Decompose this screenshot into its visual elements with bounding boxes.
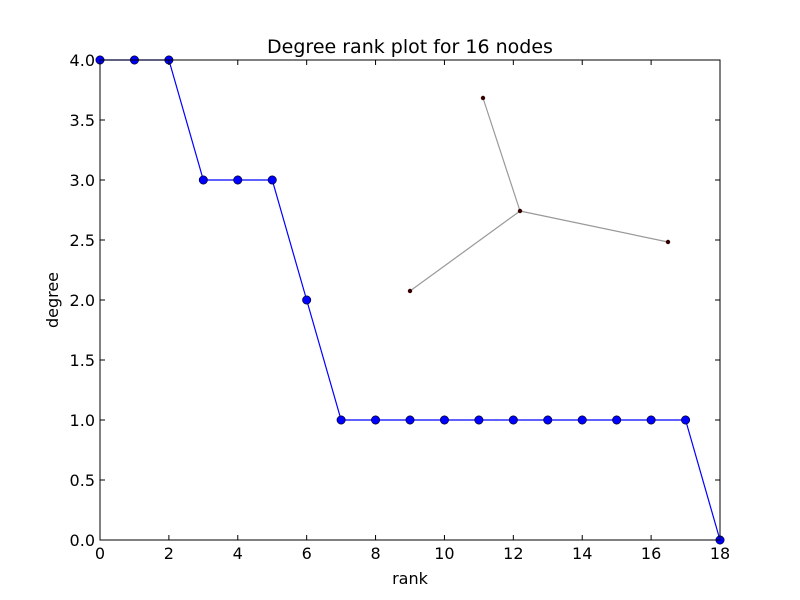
data-point <box>302 295 312 305</box>
data-point <box>198 175 208 185</box>
chart-title: Degree rank plot for 16 nodes <box>267 36 553 58</box>
inset-node <box>480 95 486 101</box>
y-tick-label: 4.0 <box>70 51 95 70</box>
x-tick-label: 18 <box>710 544 730 563</box>
x-tick-label: 10 <box>434 544 454 563</box>
x-tick-label: 8 <box>370 544 380 563</box>
y-tick-label: 1.5 <box>70 351 95 370</box>
data-point <box>577 415 587 425</box>
data-point <box>233 175 243 185</box>
inset-network-graph <box>407 95 671 294</box>
data-point <box>612 415 622 425</box>
x-tick-label: 0 <box>95 544 105 563</box>
x-tick-label: 14 <box>572 544 592 563</box>
data-point <box>405 415 415 425</box>
y-axis-label: degree <box>43 272 62 328</box>
x-axis-label: rank <box>392 569 429 588</box>
y-tick-label: 3.5 <box>70 111 95 130</box>
x-tick-label: 4 <box>233 544 243 563</box>
y-tick-label: 0.5 <box>70 471 95 490</box>
x-tick-label: 12 <box>503 544 523 563</box>
inset-node <box>665 239 671 245</box>
inset-edge <box>409 210 521 292</box>
data-point <box>336 415 346 425</box>
data-point <box>439 415 449 425</box>
data-point <box>543 415 553 425</box>
data-point <box>474 415 484 425</box>
ticks-layer: 0 2 4 6 8 10 12 14 16 18 0.0 0.5 1.0 1.5 2.0 2.5 3.0 3.5 4… <box>70 51 731 563</box>
data-point <box>267 175 277 185</box>
x-tick-label: 16 <box>641 544 661 563</box>
plot-area <box>100 60 720 540</box>
y-tick-label: 2.5 <box>70 231 95 250</box>
inset-node <box>517 208 523 214</box>
x-tick-label: 2 <box>164 544 174 563</box>
y-tick-label: 2.0 <box>70 291 95 310</box>
y-tick-label: 1.0 <box>70 411 95 430</box>
data-point <box>508 415 518 425</box>
inset-edge <box>482 97 521 212</box>
plot-frame <box>99 59 721 541</box>
inset-edge <box>519 210 669 243</box>
x-tick-label: 6 <box>302 544 312 563</box>
y-tick-label: 3.0 <box>70 171 95 190</box>
data-point <box>646 415 656 425</box>
data-point <box>371 415 381 425</box>
y-tick-label: 0.0 <box>70 531 95 550</box>
inset-node <box>407 288 413 294</box>
data-point <box>681 415 691 425</box>
